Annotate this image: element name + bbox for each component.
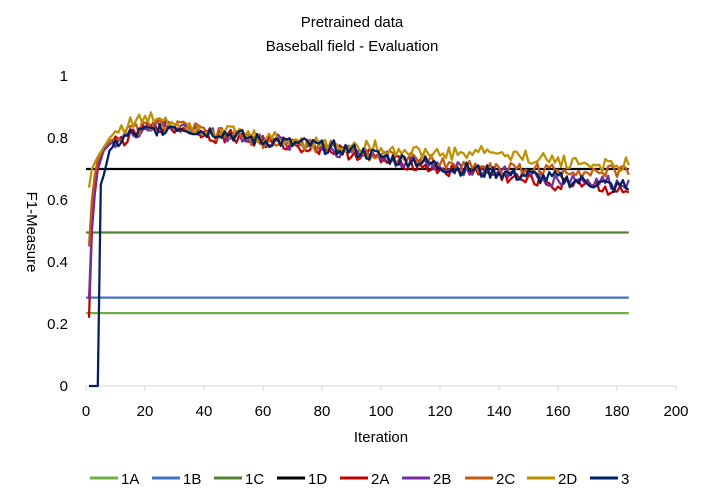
y-tick-label: 1 <box>60 68 68 85</box>
axes: 0 20 40 60 80 100 120 140 160 180 200 0 0.2 0.4 0.6 0.8… <box>47 68 688 420</box>
x-tick-label: 0 <box>82 403 90 420</box>
x-tick-label: 120 <box>427 403 452 420</box>
legend-label-3: 3 <box>621 471 629 488</box>
legend-label-2A: 2A <box>371 471 389 488</box>
legend-label-1C: 1C <box>245 471 264 488</box>
legend-label-1D: 1D <box>308 471 327 488</box>
chart-subtitle: Baseball field - Evaluation <box>266 38 439 55</box>
x-tick-label: 180 <box>604 403 629 420</box>
legend-label-1A: 1A <box>121 471 139 488</box>
legend: 1A 1B 1C 1D 2A 2B 2C 2D 3 <box>90 471 629 488</box>
chart-title: Pretrained data <box>301 14 404 31</box>
legend-label-2B: 2B <box>433 471 451 488</box>
series-line-3 <box>89 123 630 388</box>
y-tick-label: 0.8 <box>47 130 68 147</box>
plot-area <box>86 111 630 388</box>
y-tick-label: 0.2 <box>47 316 68 333</box>
legend-label-1B: 1B <box>183 471 201 488</box>
legend-label-2C: 2C <box>496 471 515 488</box>
series-line-2D <box>87 111 630 188</box>
y-tick-label: 0 <box>60 378 68 395</box>
y-tick-label: 0.6 <box>47 192 68 209</box>
x-axis-label: Iteration <box>354 429 408 446</box>
x-tick-label: 140 <box>486 403 511 420</box>
x-tick-label: 80 <box>314 403 331 420</box>
x-tick-label: 60 <box>255 403 272 420</box>
x-tick-label: 40 <box>196 403 213 420</box>
x-tick-label: 160 <box>545 403 570 420</box>
x-tick-label: 200 <box>663 403 688 420</box>
x-tick-label: 20 <box>137 403 154 420</box>
y-tick-label: 0.4 <box>47 254 68 271</box>
y-axis-label: F1-Measure <box>23 192 40 273</box>
x-tick-label: 100 <box>368 403 393 420</box>
legend-label-2D: 2D <box>558 471 577 488</box>
